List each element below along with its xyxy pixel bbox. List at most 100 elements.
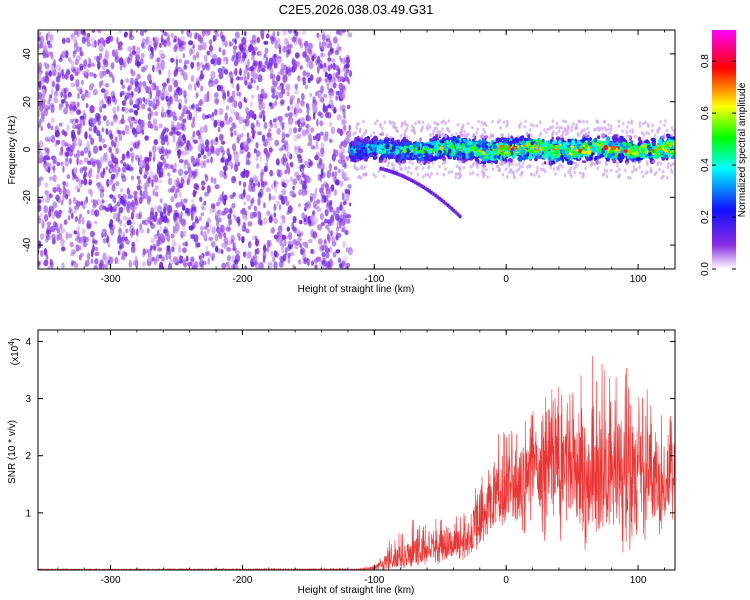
- heatmap-cell: [148, 100, 154, 107]
- heatmap-cell: [119, 187, 124, 193]
- heatmap-cell: [581, 138, 585, 144]
- heatmap-cell: [514, 140, 520, 144]
- heatmap-cell: [334, 49, 340, 56]
- heatmap-cell: [335, 90, 340, 96]
- heatmap-cell: [149, 221, 153, 226]
- heatmap-cell: [146, 227, 150, 234]
- heatmap-cell: [83, 200, 87, 205]
- heatmap-cell: [117, 45, 123, 51]
- heatmap-cell: [127, 46, 132, 52]
- heatmap-cell: [141, 129, 145, 136]
- heatmap-cell: [603, 144, 607, 151]
- heatmap-cell: [56, 234, 59, 242]
- heatmap-cell: [147, 45, 153, 52]
- heatmap-cell: [187, 83, 193, 91]
- heatmap-cell: [38, 140, 44, 148]
- heatmap-cell: [561, 164, 564, 169]
- heatmap-cell: [122, 222, 127, 229]
- heatmap-cell: [463, 129, 467, 134]
- heatmap-cell: [652, 160, 655, 164]
- heatmap-cell: [280, 88, 286, 95]
- heatmap-cell: [180, 41, 186, 46]
- heatmap-cell: [515, 149, 521, 153]
- heatmap-cell: [82, 119, 86, 127]
- heatmap-cell: [243, 69, 249, 75]
- heatmap-cell: [85, 34, 89, 43]
- heatmap-cell: [182, 53, 186, 59]
- heatmap-cell: [77, 87, 83, 94]
- heatmap-cell: [262, 92, 268, 100]
- heatmap-cell: [82, 236, 87, 242]
- heatmap-cell: [45, 71, 50, 77]
- heatmap-cell: [80, 79, 84, 85]
- heatmap-cell: [444, 144, 448, 150]
- heatmap-cell: [267, 261, 273, 269]
- heatmap-cell: [73, 42, 78, 51]
- heatmap-cell: [136, 175, 141, 180]
- heatmap-cell: [38, 36, 41, 42]
- heatmap-cell: [284, 113, 289, 118]
- heatmap-cell: [144, 191, 149, 200]
- heatmap-cell: [252, 254, 258, 263]
- heatmap-cell: [329, 246, 332, 254]
- heatmap-cell: [100, 185, 105, 190]
- heatmap-cell: [649, 169, 652, 174]
- heatmap-cell: [139, 81, 143, 88]
- heatmap-cell: [215, 98, 219, 105]
- heatmap-cell: [141, 43, 146, 50]
- heatmap-cell: [269, 169, 274, 177]
- heatmap-cell: [245, 228, 250, 234]
- heatmap-cell: [77, 92, 80, 99]
- heatmap-cell: [346, 104, 351, 110]
- heatmap-cell: [245, 169, 249, 176]
- heatmap-cell: [120, 159, 124, 164]
- heatmap-cell: [491, 119, 495, 124]
- heatmap-cell: [335, 249, 341, 254]
- heatmap-cell: [218, 234, 223, 240]
- heatmap-cell: [301, 212, 306, 219]
- heatmap-cell: [180, 30, 184, 35]
- heatmap-cell: [162, 159, 166, 166]
- heatmap-cell: [294, 52, 300, 59]
- heatmap-cell: [70, 82, 76, 88]
- heatmap-cell: [143, 30, 148, 33]
- heatmap-cell: [296, 154, 302, 159]
- heatmap-cell: [209, 77, 214, 84]
- heatmap-cell: [222, 50, 226, 56]
- heatmap-cell: [182, 231, 187, 238]
- heatmap-cell: [618, 167, 621, 172]
- heatmap-cell: [271, 78, 275, 86]
- heatmap-cell: [238, 101, 243, 110]
- heatmap-cell: [343, 114, 346, 119]
- heatmap-cell: [215, 136, 219, 142]
- heatmap-cell: [239, 56, 245, 64]
- heatmap-cell: [190, 75, 195, 82]
- heatmap-cell: [221, 262, 227, 269]
- heatmap-cell: [268, 102, 273, 107]
- heatmap-cell: [310, 214, 315, 222]
- heatmap-cell: [265, 187, 271, 193]
- heatmap-cell: [65, 37, 70, 43]
- heatmap-cell: [80, 252, 85, 258]
- heatmap-cell: [172, 38, 177, 43]
- heatmap-cell: [49, 103, 55, 107]
- heatmap-cell: [73, 153, 78, 158]
- heatmap-cell: [192, 189, 196, 198]
- heatmap-cell: [210, 156, 213, 164]
- heatmap-cell: [200, 70, 203, 75]
- heatmap-cell: [266, 33, 270, 39]
- heatmap-cell: [287, 30, 292, 34]
- heatmap-cell: [157, 179, 163, 184]
- heatmap-cell: [97, 30, 102, 34]
- heatmap-cell: [84, 262, 88, 267]
- heatmap-cell: [193, 139, 198, 144]
- heatmap-cell: [190, 256, 195, 262]
- heatmap-cell: [320, 142, 325, 148]
- heatmap-cell: [66, 124, 70, 132]
- heatmap-cell: [71, 141, 75, 151]
- heatmap-cell: [250, 56, 255, 61]
- heatmap-cell: [38, 73, 42, 81]
- heatmap-cell: [162, 84, 166, 90]
- heatmap-cell: [219, 121, 225, 128]
- heatmap-cell: [268, 141, 272, 149]
